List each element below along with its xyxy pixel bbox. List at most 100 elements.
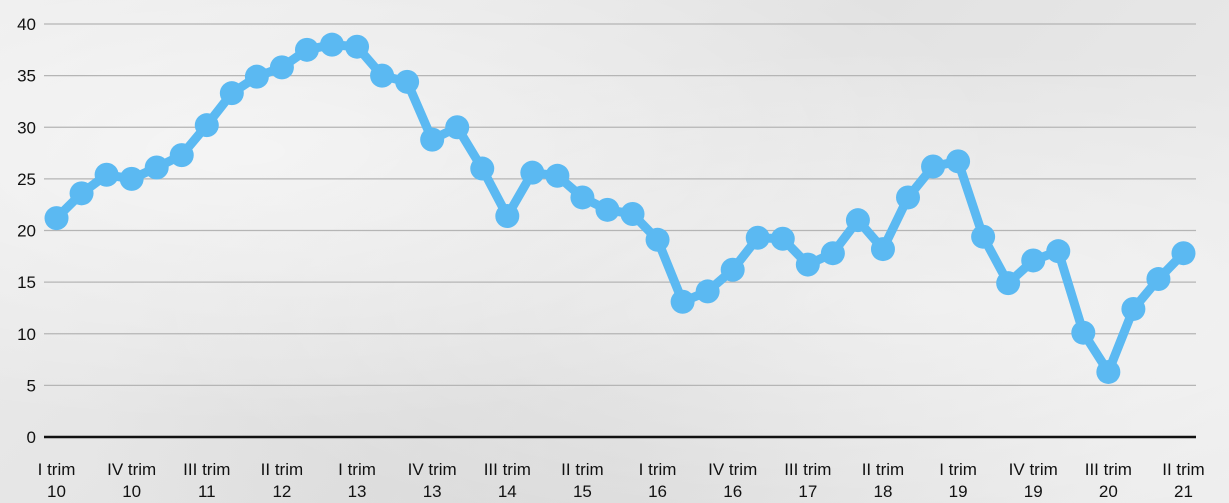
data-point	[119, 166, 144, 191]
y-tick-label: 35	[17, 67, 36, 86]
x-tick-label-line: II trim	[862, 460, 905, 479]
data-point	[745, 225, 770, 250]
x-tick-label: I trim 10	[38, 460, 76, 501]
data-point	[69, 181, 94, 206]
x-tick-label: III trim 17	[784, 460, 831, 501]
x-tick-label-line: III trim	[484, 460, 531, 479]
data-point	[395, 69, 420, 94]
x-tick-label-line: II trim	[1162, 460, 1205, 479]
x-tick-label-line: 14	[498, 482, 517, 501]
data-point	[294, 37, 319, 62]
data-point	[495, 204, 520, 229]
x-tick-label-line: 13	[423, 482, 442, 501]
data-point	[1171, 241, 1196, 266]
x-tick-label: III trim 20	[1085, 460, 1132, 501]
data-point	[169, 143, 194, 168]
data-point	[44, 206, 69, 231]
data-point	[94, 162, 119, 187]
data-point	[269, 55, 294, 80]
x-tick-label: IV trim 13	[408, 460, 457, 501]
data-point	[244, 64, 269, 89]
data-point	[370, 63, 395, 88]
x-tick-label-line: 12	[272, 482, 291, 501]
data-point	[1071, 320, 1096, 345]
data-point	[921, 154, 946, 179]
x-tick-label-line: 10	[47, 482, 66, 501]
y-tick-label: 25	[17, 170, 36, 189]
x-tick-label-line: III trim	[183, 460, 230, 479]
y-tick-label: 15	[17, 273, 36, 292]
gridlines	[44, 23, 1196, 386]
x-tick-label: II trim 12	[261, 460, 304, 501]
y-axis: 0 5 10 15 20 25 30 35 40	[17, 15, 36, 447]
data-point	[695, 279, 720, 304]
x-tick-label-line: 19	[1024, 482, 1043, 501]
x-tick-label-line: 17	[798, 482, 817, 501]
data-point	[946, 149, 971, 174]
data-point	[545, 163, 570, 188]
x-tick-label-line: 13	[348, 482, 367, 501]
data-point	[720, 257, 745, 282]
data-point	[645, 227, 670, 252]
x-tick-label-line: IV trim	[708, 460, 757, 479]
data-point	[770, 226, 795, 251]
x-tick-label: II trim 18	[862, 460, 905, 501]
data-point	[996, 271, 1021, 296]
x-tick-label: I trim 16	[639, 460, 677, 501]
x-tick-label-line: 20	[1099, 482, 1118, 501]
x-tick-label-line: 16	[648, 482, 667, 501]
data-point	[520, 160, 545, 185]
y-tick-label: 30	[17, 118, 36, 137]
data-point	[445, 115, 470, 140]
data-point	[971, 224, 996, 249]
x-tick-label: IV trim 19	[1009, 460, 1058, 501]
data-point	[570, 185, 595, 210]
x-tick-label-line: 11	[198, 482, 216, 501]
y-tick-label: 40	[17, 15, 36, 34]
x-tick-label-line: III trim	[784, 460, 831, 479]
x-tick-label-line: 21	[1174, 482, 1193, 501]
data-point	[670, 289, 695, 314]
x-tick-label-line: IV trim	[408, 460, 457, 479]
data-point	[1021, 248, 1046, 273]
data-point	[1121, 296, 1146, 321]
data-point	[870, 237, 895, 262]
x-tick-label-line: IV trim	[107, 460, 156, 479]
data-point	[345, 34, 370, 59]
data-point	[219, 81, 244, 106]
x-tick-label-line: 19	[949, 482, 968, 501]
x-tick-label-line: I trim	[639, 460, 677, 479]
x-tick-label-line: 18	[873, 482, 892, 501]
data-point	[820, 241, 845, 266]
x-tick-label-line: 15	[573, 482, 592, 501]
y-tick-label: 10	[17, 325, 36, 344]
data-point	[420, 127, 445, 152]
y-tick-label: 20	[17, 222, 36, 241]
x-tick-label: II trim 15	[561, 460, 604, 501]
data-point	[144, 155, 169, 180]
x-tick-label-line: II trim	[561, 460, 604, 479]
y-tick-label: 5	[27, 376, 36, 395]
data-point	[1096, 359, 1121, 384]
x-tick-label: IV trim 16	[708, 460, 757, 501]
data-point	[845, 208, 870, 233]
series-line	[52, 40, 1188, 377]
data-point	[320, 32, 344, 57]
data-point	[795, 252, 820, 277]
y-tick-label: 0	[27, 428, 36, 447]
x-tick-label-line: 16	[723, 482, 742, 501]
data-point	[620, 201, 645, 226]
data-point	[470, 156, 495, 181]
data-point	[1046, 239, 1071, 264]
x-tick-label-line: IV trim	[1009, 460, 1058, 479]
x-tick-label: II trim 21	[1162, 460, 1205, 501]
x-tick-label: III trim 14	[484, 460, 531, 501]
data-point	[896, 185, 920, 210]
x-tick-label: III trim 11	[183, 460, 230, 501]
x-axis: I trim 10 IV trim 10 III trim 11 II trim 12 I tr…	[38, 460, 1205, 501]
x-tick-label-line: I trim	[338, 460, 376, 479]
x-tick-label-line: II trim	[261, 460, 304, 479]
x-tick-label-line: III trim	[1085, 460, 1132, 479]
